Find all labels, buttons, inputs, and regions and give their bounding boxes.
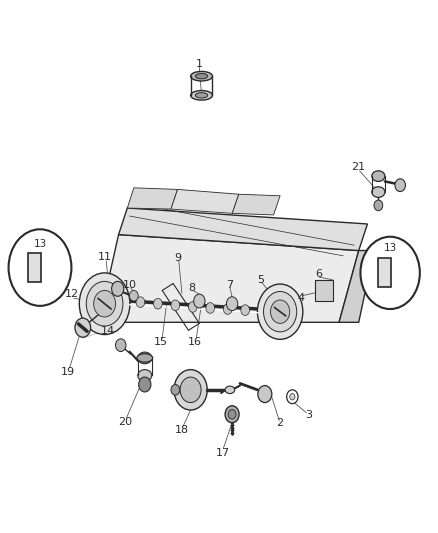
Text: 2: 2 bbox=[276, 418, 283, 429]
Text: 20: 20 bbox=[118, 417, 132, 427]
Text: 19: 19 bbox=[61, 367, 75, 377]
Polygon shape bbox=[127, 188, 177, 209]
Circle shape bbox=[395, 179, 406, 191]
Text: 12: 12 bbox=[65, 289, 79, 299]
Circle shape bbox=[9, 229, 71, 306]
Circle shape bbox=[290, 393, 295, 400]
Circle shape bbox=[374, 200, 383, 211]
Ellipse shape bbox=[191, 91, 212, 100]
Circle shape bbox=[79, 273, 130, 335]
Ellipse shape bbox=[372, 171, 385, 181]
Polygon shape bbox=[339, 251, 374, 322]
Polygon shape bbox=[119, 208, 367, 251]
Circle shape bbox=[94, 290, 116, 317]
Circle shape bbox=[180, 377, 201, 402]
Text: 13: 13 bbox=[33, 239, 46, 248]
Circle shape bbox=[139, 377, 151, 392]
Ellipse shape bbox=[195, 93, 208, 98]
Circle shape bbox=[112, 281, 124, 296]
Text: 10: 10 bbox=[123, 280, 137, 289]
Text: 11: 11 bbox=[98, 252, 112, 262]
Circle shape bbox=[86, 281, 123, 326]
Polygon shape bbox=[232, 194, 280, 215]
Text: 15: 15 bbox=[153, 337, 167, 347]
Text: 17: 17 bbox=[215, 448, 230, 457]
Circle shape bbox=[225, 406, 239, 423]
Text: 6: 6 bbox=[315, 270, 322, 279]
Circle shape bbox=[188, 302, 197, 312]
Text: 8: 8 bbox=[188, 283, 195, 293]
Ellipse shape bbox=[225, 386, 235, 393]
Ellipse shape bbox=[137, 354, 152, 362]
Circle shape bbox=[258, 284, 303, 340]
Text: 4: 4 bbox=[297, 293, 305, 303]
Polygon shape bbox=[99, 235, 359, 322]
Circle shape bbox=[174, 369, 207, 410]
Text: 16: 16 bbox=[187, 337, 201, 347]
Text: 9: 9 bbox=[174, 253, 181, 263]
Circle shape bbox=[258, 385, 272, 402]
Text: 13: 13 bbox=[384, 244, 397, 253]
Ellipse shape bbox=[138, 369, 152, 381]
Polygon shape bbox=[28, 253, 41, 282]
Circle shape bbox=[206, 303, 215, 313]
Circle shape bbox=[226, 297, 238, 311]
Circle shape bbox=[153, 298, 162, 309]
Circle shape bbox=[116, 339, 126, 352]
Ellipse shape bbox=[191, 71, 212, 81]
Ellipse shape bbox=[195, 74, 208, 79]
Text: 5: 5 bbox=[258, 275, 265, 285]
Polygon shape bbox=[378, 258, 391, 287]
Circle shape bbox=[241, 305, 250, 316]
Polygon shape bbox=[171, 189, 239, 213]
Circle shape bbox=[171, 300, 180, 311]
Circle shape bbox=[130, 290, 138, 301]
Text: 3: 3 bbox=[305, 410, 312, 421]
Circle shape bbox=[194, 294, 205, 308]
Circle shape bbox=[75, 318, 91, 337]
Text: 18: 18 bbox=[175, 425, 189, 435]
Circle shape bbox=[171, 384, 180, 395]
Circle shape bbox=[287, 390, 298, 403]
Circle shape bbox=[264, 292, 297, 332]
Circle shape bbox=[271, 300, 290, 324]
Polygon shape bbox=[315, 280, 333, 301]
Text: 14: 14 bbox=[101, 326, 115, 336]
Circle shape bbox=[228, 409, 236, 419]
Text: 7: 7 bbox=[226, 280, 233, 289]
Text: 21: 21 bbox=[351, 161, 365, 172]
Circle shape bbox=[223, 304, 232, 314]
Text: 1: 1 bbox=[196, 60, 203, 69]
Ellipse shape bbox=[372, 187, 385, 197]
Circle shape bbox=[360, 237, 420, 309]
Circle shape bbox=[136, 297, 145, 308]
Ellipse shape bbox=[138, 352, 152, 364]
